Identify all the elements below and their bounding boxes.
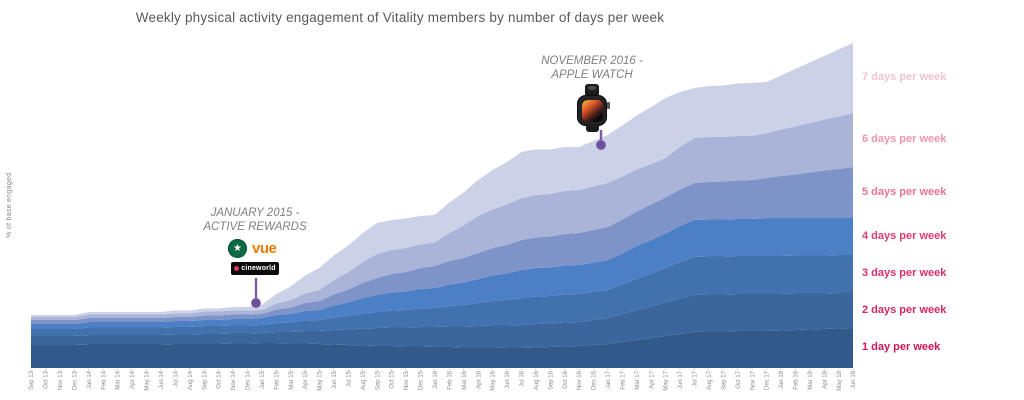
x-tick-label: Jan 18 bbox=[779, 370, 785, 389]
annotation-apple-watch: NOVEMBER 2016 - APPLE WATCH bbox=[497, 54, 687, 82]
x-tick-label: May 16 bbox=[491, 370, 497, 390]
x-tick-label: Dec 15 bbox=[419, 370, 425, 390]
x-tick-label: Jun 18 bbox=[851, 370, 857, 389]
x-tick-label: May 15 bbox=[318, 370, 324, 390]
x-tick-label: Oct 13 bbox=[44, 370, 50, 388]
x-tick-label: Jun 14 bbox=[159, 370, 165, 389]
area-band-3-days-per-week bbox=[31, 255, 853, 336]
x-tick-label: Sep 15 bbox=[375, 370, 381, 390]
x-tick-label: Oct 17 bbox=[736, 370, 742, 388]
x-tick-label: Nov 16 bbox=[577, 370, 583, 390]
x-tick-label: Aug 14 bbox=[188, 370, 194, 390]
area-bands bbox=[31, 43, 853, 368]
x-tick-label: Nov 13 bbox=[58, 370, 64, 390]
cineworld-circle-icon bbox=[234, 266, 240, 271]
x-tick-label: Jul 16 bbox=[520, 370, 526, 387]
x-tick-label: Dec 17 bbox=[765, 370, 771, 390]
x-tick-label: Aug 15 bbox=[361, 370, 367, 390]
band-label-1-day-per-week: 1 day per week bbox=[862, 341, 941, 353]
x-tick-label: May 17 bbox=[664, 370, 670, 390]
x-tick-label: Feb 18 bbox=[794, 370, 800, 389]
x-tick-label: Apr 14 bbox=[130, 370, 136, 388]
x-tick-label: Aug 16 bbox=[534, 370, 540, 390]
x-tick-label: Apr 18 bbox=[822, 370, 828, 388]
area-band-4-days-per-week bbox=[31, 218, 853, 329]
band-label-4-days-per-week: 4 days per week bbox=[862, 229, 947, 242]
x-tick-label: Nov 17 bbox=[750, 370, 756, 390]
annotation-line-1: JANUARY 2015 - bbox=[210, 207, 300, 219]
x-tick-label: Jan 15 bbox=[260, 370, 266, 389]
x-tick-label: Apr 16 bbox=[476, 370, 482, 388]
x-tick-label: Jun 15 bbox=[332, 370, 338, 389]
x-tick-label: Jul 17 bbox=[693, 370, 699, 387]
watch-crown bbox=[607, 102, 610, 109]
x-tick-label: Mar 14 bbox=[116, 370, 122, 389]
watch-buckle bbox=[588, 86, 596, 90]
x-tick-label: Jul 15 bbox=[346, 370, 352, 387]
annotation-active-rewards: JANUARY 2015 - ACTIVE REWARDS bbox=[160, 206, 350, 234]
x-tick-label: May 14 bbox=[145, 370, 151, 390]
watch-strap-bottom bbox=[586, 124, 599, 132]
x-tick-label: Jan 16 bbox=[433, 370, 439, 389]
chart-title: Weekly physical activity engagement of V… bbox=[135, 10, 665, 25]
starbucks-logo-icon: ★ bbox=[228, 239, 247, 258]
x-axis-labels: Sep 13 Oct 13 Nov 13 Dec 13 Jan 14 Feb 14 Mar … bbox=[29, 368, 857, 391]
x-tick-label: Mar 17 bbox=[635, 370, 641, 389]
x-tick-label: Aug 17 bbox=[707, 370, 713, 390]
x-tick-label: Nov 14 bbox=[231, 370, 237, 390]
x-tick-label: Mar 18 bbox=[808, 370, 814, 389]
cineworld-wordmark: cineworld bbox=[241, 265, 276, 272]
area-band-1-day-per-week bbox=[31, 328, 853, 368]
x-tick-label: Mar 16 bbox=[462, 370, 468, 389]
x-tick-label: Sep 13 bbox=[29, 370, 35, 390]
band-label-2-days-per-week: 2 days per week bbox=[862, 303, 947, 316]
x-tick-label: Oct 16 bbox=[563, 370, 569, 388]
watch-screen bbox=[581, 99, 603, 122]
band-label-5-days-per-week: 5 days per week bbox=[862, 185, 947, 198]
x-tick-label: Jun 17 bbox=[678, 370, 684, 389]
x-tick-label: Feb 15 bbox=[274, 370, 280, 389]
x-tick-label: Feb 17 bbox=[620, 370, 626, 389]
x-tick-label: Feb 16 bbox=[447, 370, 453, 389]
x-tick-label: Sep 17 bbox=[721, 370, 727, 390]
vue-logo: vue bbox=[252, 240, 277, 257]
x-tick-label: Apr 15 bbox=[303, 370, 309, 388]
area-band-7-days-per-week bbox=[31, 43, 853, 317]
apple-watch-marker-dot bbox=[596, 140, 606, 150]
x-tick-label: Mar 15 bbox=[289, 370, 295, 389]
x-tick-label: Oct 14 bbox=[217, 370, 223, 388]
band-label-3-days-per-week: 3 days per week bbox=[862, 267, 947, 279]
x-tick-label: Apr 17 bbox=[649, 370, 655, 388]
x-tick-label: Sep 14 bbox=[202, 370, 208, 390]
cineworld-logo: cineworld bbox=[231, 262, 279, 275]
x-tick-label: Jul 14 bbox=[173, 370, 179, 387]
x-tick-label: May 18 bbox=[837, 370, 843, 390]
area-band-6-days-per-week bbox=[31, 113, 853, 320]
apple-watch-icon bbox=[572, 84, 612, 132]
x-tick-label: Dec 13 bbox=[72, 370, 78, 390]
starbucks-siren-glyph: ★ bbox=[233, 242, 242, 254]
area-band-5-days-per-week bbox=[31, 167, 853, 324]
x-tick-label: Jan 17 bbox=[606, 370, 612, 389]
active-rewards-marker-dot bbox=[251, 298, 261, 308]
band-label-6-days-per-week: 6 days per week bbox=[862, 133, 947, 145]
x-tick-label: Feb 14 bbox=[101, 370, 107, 389]
x-tick-label: Sep 16 bbox=[548, 370, 554, 390]
x-tick-label: Jun 16 bbox=[505, 370, 511, 389]
x-tick-label: Dec 16 bbox=[592, 370, 598, 390]
x-tick-label: Dec 14 bbox=[246, 370, 252, 390]
x-tick-label: Jan 14 bbox=[87, 370, 93, 389]
annotation-line-2: ACTIVE REWARDS bbox=[203, 221, 307, 233]
annotation-line-2: APPLE WATCH bbox=[551, 69, 633, 81]
area-band-2-days-per-week bbox=[31, 293, 853, 348]
annotation-line-1: NOVEMBER 2016 - bbox=[541, 55, 643, 67]
band-label-7-days-per-week: 7 days per week bbox=[862, 71, 947, 83]
x-tick-label: Nov 15 bbox=[404, 370, 410, 390]
y-axis-label: % of base engaged bbox=[6, 172, 13, 238]
x-tick-label: Oct 15 bbox=[390, 370, 396, 388]
